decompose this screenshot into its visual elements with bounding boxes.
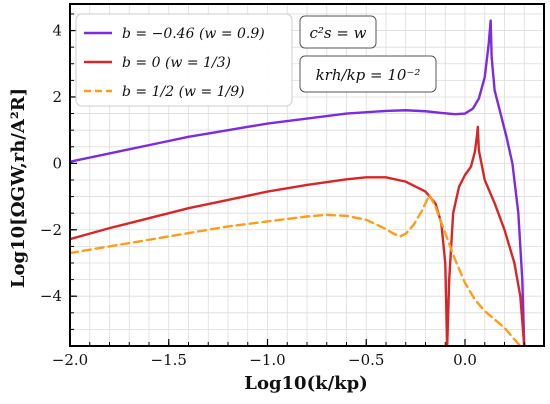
annotation-text: krh/kp = 10⁻² (316, 66, 421, 84)
plot-series (70, 19, 526, 346)
annotation-reheating-scale: krh/kp = 10⁻² (299, 55, 437, 93)
y-tick-label: 2 (52, 88, 62, 106)
annotation-box (299, 55, 437, 93)
series-line-1 (70, 19, 526, 346)
series-line-2 (70, 125, 526, 346)
y-tick-label: −2 (40, 221, 62, 239)
legend-label-2: b = 0 (w = 1/3) (122, 55, 231, 71)
series-line-3 (70, 193, 522, 346)
y-tick-label: −4 (40, 287, 62, 305)
axis-ticks: −2.0 −1.5 −1.0 −0.5 0.0 −4 −2 0 2 4 (40, 13, 545, 369)
x-tick-label: −2.0 (52, 351, 88, 369)
legend-box (75, 13, 293, 107)
y-axis-label: Log10[ΩGW,rh/A²R] (8, 88, 29, 288)
legend: b = −0.46 (w = 0.9) b = 0 (w = 1/3) b = … (75, 13, 293, 107)
x-tick-label: −1.0 (249, 351, 285, 369)
annotation-text: c²s = w (309, 24, 366, 42)
y-tick-label: 4 (52, 22, 62, 40)
annotation-sound-speed: c²s = w (299, 15, 377, 49)
x-tick-label: 0.0 (453, 351, 477, 369)
legend-label-1: b = −0.46 (w = 0.9) (122, 26, 265, 42)
y-tick-label: 0 (52, 154, 62, 172)
x-tick-label: −0.5 (348, 351, 384, 369)
x-axis-label: Log10(k/kp) (244, 373, 367, 394)
x-tick-label: −1.5 (151, 351, 187, 369)
legend-label-3: b = 1/2 (w = 1/9) (122, 84, 245, 100)
annotation-box (299, 15, 377, 49)
